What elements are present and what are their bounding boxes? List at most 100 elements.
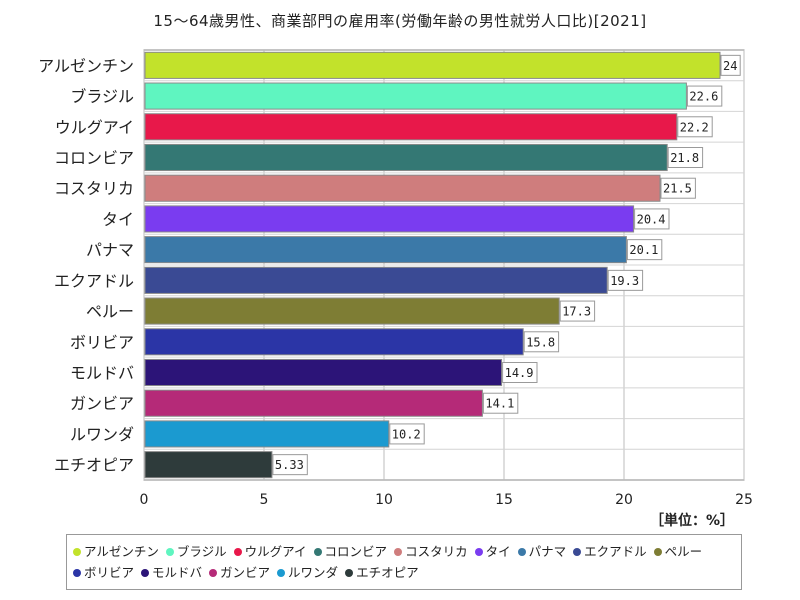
legend-swatch [345, 569, 354, 577]
bar [144, 113, 678, 141]
value-label-box [667, 147, 704, 168]
category-label: ボリビア [70, 333, 134, 352]
value-label: 22.2 [680, 120, 709, 134]
legend-item: ウルグアイ [233, 541, 307, 562]
category-label: ガンビア [70, 394, 134, 413]
value-label-box [607, 269, 644, 291]
x-tick-label: 25 [735, 492, 753, 508]
value-label: 10.2 [392, 427, 421, 441]
value-label-box [559, 300, 596, 322]
value-label: 14.9 [505, 366, 534, 380]
bar [144, 236, 627, 264]
legend-item: コスタリカ [394, 541, 468, 562]
unit-label: ［単位：%］ [650, 513, 735, 529]
legend-label: ルワンダ [288, 565, 339, 580]
legend-label: ブラジル [176, 544, 227, 559]
legend-swatch [73, 548, 81, 556]
x-tick-label: 0 [140, 492, 149, 508]
value-label: 21.8 [670, 151, 699, 165]
value-label-box [677, 116, 713, 138]
value-label-box [626, 239, 663, 261]
value-label: 22.6 [689, 90, 718, 104]
bars: 24 22.6 22.2 21.8 21.5 20.4 20.1 19.3 17.3 15.8 14… [144, 51, 741, 479]
category-label: エチオピア [54, 456, 134, 475]
legend-item: エクアドル [573, 541, 647, 562]
legend-swatch [573, 548, 582, 556]
category-label: コロンビア [54, 149, 134, 168]
bar [144, 389, 483, 417]
value-label: 20.4 [637, 212, 666, 226]
category-label: アルゼンチン [38, 56, 134, 75]
value-label-box [523, 331, 560, 353]
x-tick-label: 15 [495, 492, 513, 508]
legend-swatch [313, 548, 322, 556]
value-label: 17.3 [562, 305, 591, 319]
legend-item: パナマ [517, 541, 567, 562]
legend-item: ガンビア [209, 562, 270, 583]
legend-item: ブラジル [165, 541, 227, 562]
bar [144, 297, 560, 325]
value-label-box [272, 454, 308, 476]
legend-item: タイ [474, 541, 511, 562]
legend-label: コスタリカ [405, 544, 468, 559]
bar [144, 143, 668, 172]
value-label: 14.1 [485, 397, 514, 411]
legend-swatch [394, 548, 403, 556]
legend-label: ボリビア [84, 565, 135, 580]
category-label: パナマ [86, 241, 134, 260]
legend-swatch [73, 569, 81, 577]
bar [144, 174, 661, 202]
x-tick-label: 5 [260, 492, 269, 508]
value-label: 5.33 [275, 458, 304, 472]
legend-label: ウルグアイ [244, 544, 307, 559]
category-label: ウルグアイ [55, 118, 134, 137]
legend-label: エクアドル [584, 544, 647, 559]
value-label-box [634, 208, 670, 230]
bar [144, 266, 608, 294]
legend-item: コロンビア [313, 541, 388, 562]
legend-label: モルドバ [152, 565, 203, 580]
legend-swatch [233, 548, 242, 556]
value-label: 15.8 [526, 335, 555, 349]
legend-label: アルゼンチン [84, 544, 159, 559]
legend-swatch [141, 569, 150, 577]
legend-label: コロンビア [324, 544, 388, 559]
value-label: 20.1 [629, 243, 658, 257]
x-tick-label: 10 [375, 492, 393, 508]
value-label-box [502, 362, 538, 383]
x-tick-label: 20 [615, 492, 633, 508]
legend-label: ペルー [664, 544, 703, 559]
legend-swatch [209, 569, 218, 577]
bar [144, 420, 390, 448]
legend-swatch [277, 569, 286, 577]
category-label: コスタリカ [54, 179, 134, 198]
legend-item: エチオピア [345, 562, 419, 583]
chart-title: 15～64歳男性、商業部門の雇用率(労働年齢の男性就労人口比)[2021] [153, 12, 647, 30]
category-label: タイ [102, 210, 134, 229]
value-label-box [482, 392, 519, 414]
legend-label: ガンビア [220, 565, 271, 580]
bar [144, 205, 635, 233]
value-label-box [389, 423, 425, 445]
value-label-box [686, 85, 723, 107]
legend-item: モルドバ [141, 562, 202, 583]
legend-label: パナマ [528, 544, 567, 559]
legend-item: アルゼンチン [73, 541, 159, 562]
value-label: 19.3 [610, 274, 639, 288]
legend-item: ペルー [653, 541, 703, 562]
bar [144, 82, 687, 110]
legend-item: ボリビア [73, 562, 134, 583]
x-axis-ticks: 0 5 10 15 20 25 [140, 492, 753, 508]
bar [144, 328, 524, 356]
value-label: 24 [723, 59, 737, 73]
category-labels: アルゼンチンブラジルウルグアイコロンビアコスタリカタイパナマエクアドルペルーボリ… [38, 56, 134, 474]
legend-swatch [474, 548, 483, 556]
legend: アルゼンチン ブラジル ウルグアイ コロンビア コスタリカ タイ パナマ エクアドル ペルーボリ… [66, 534, 742, 590]
value-label-box [660, 177, 696, 199]
bar [144, 358, 503, 387]
category-label: ペルー [86, 302, 134, 321]
category-label: モルドバ [70, 364, 134, 383]
legend-item: ルワンダ [277, 562, 338, 583]
bar [144, 451, 273, 479]
